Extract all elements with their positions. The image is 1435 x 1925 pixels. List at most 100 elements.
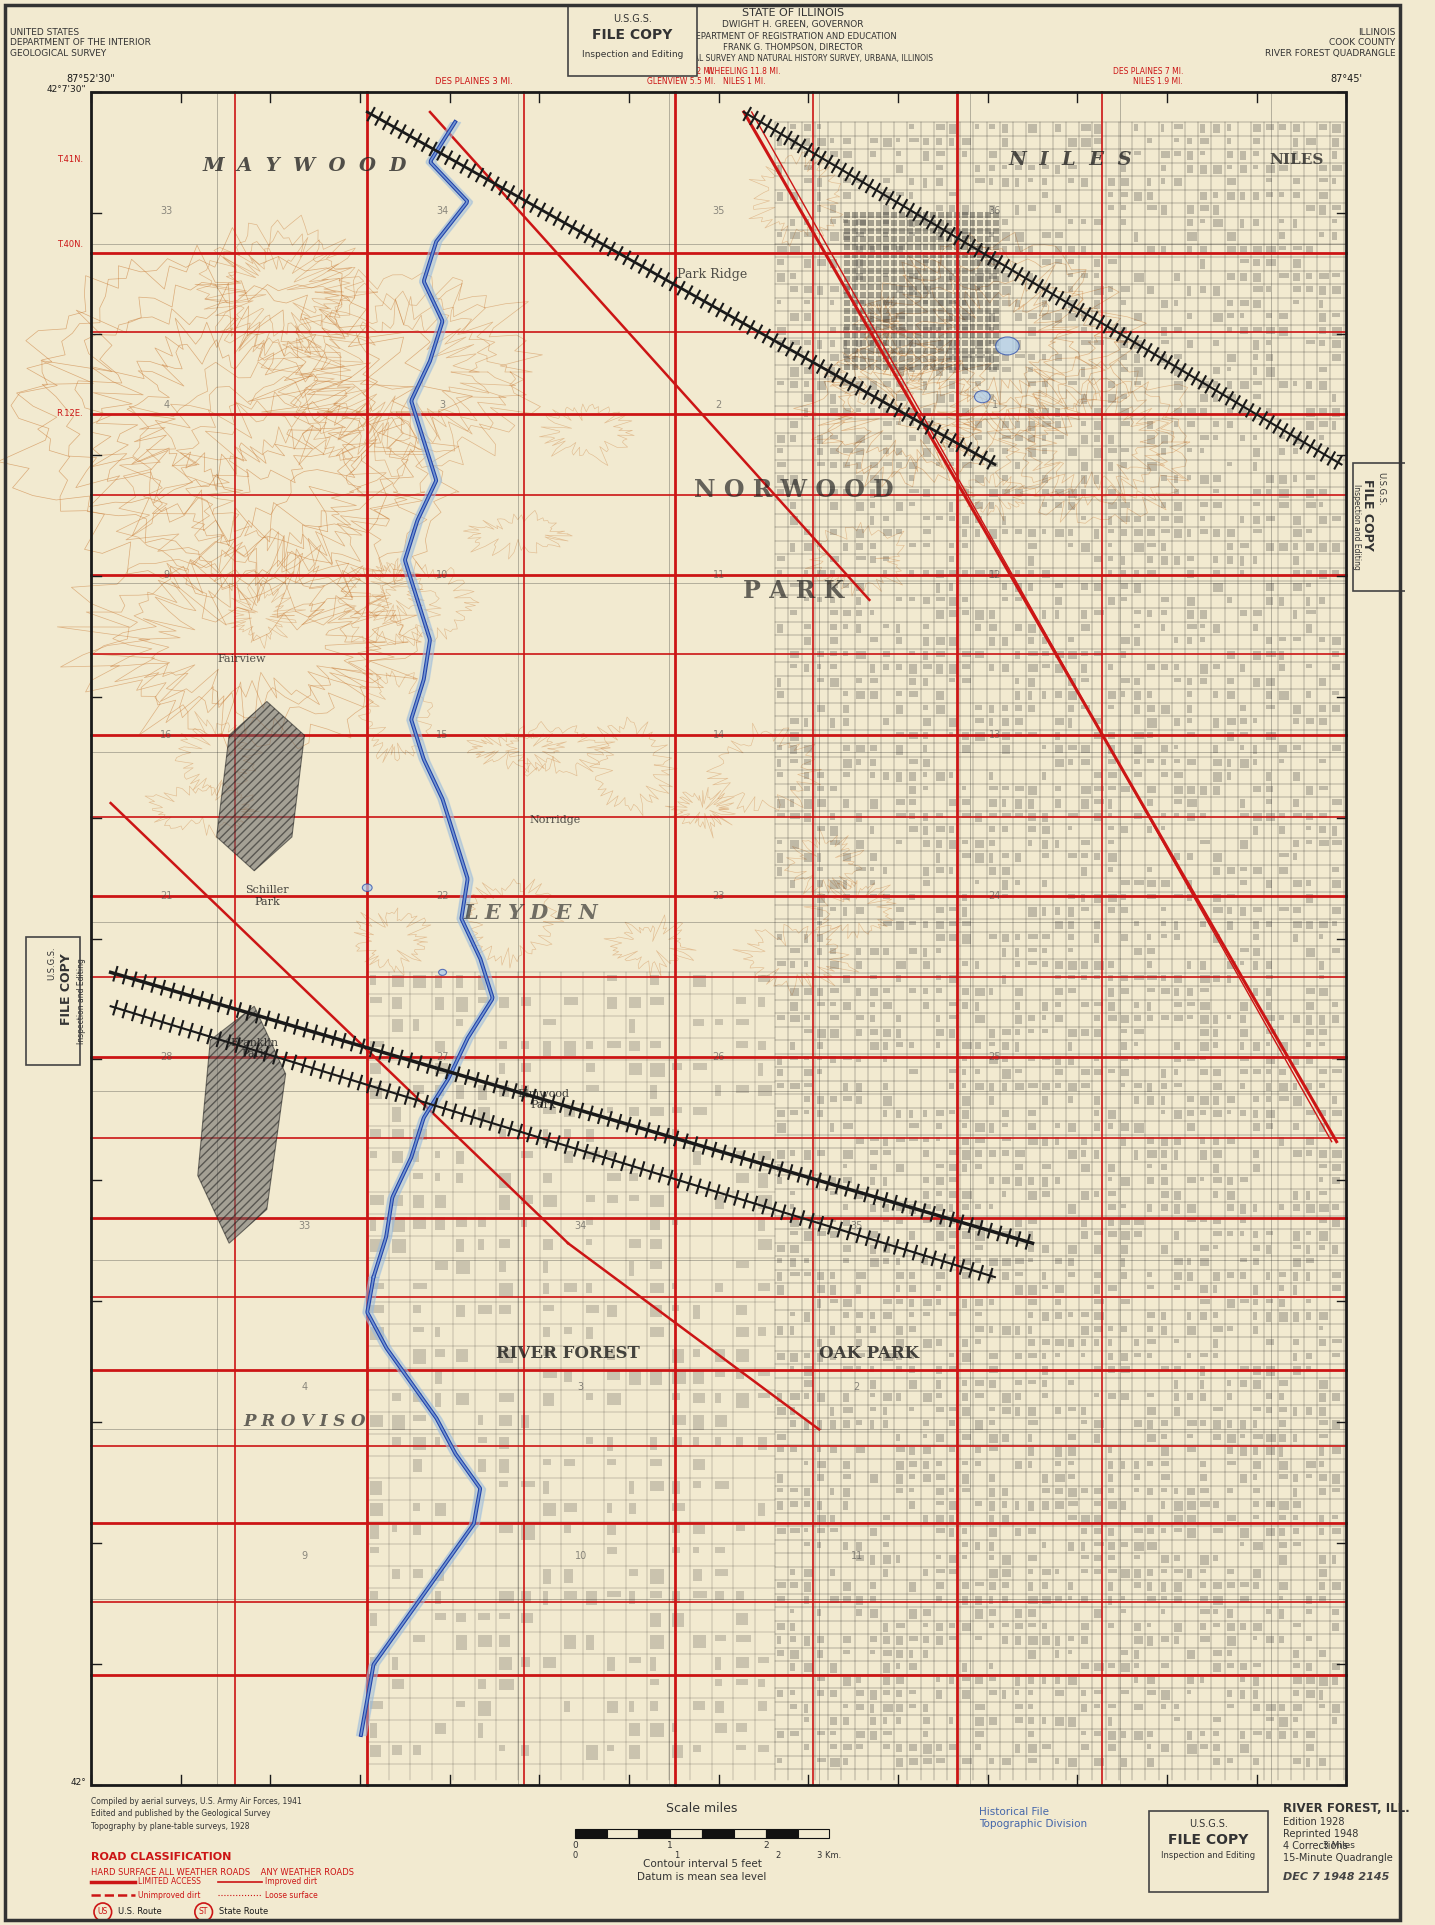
Bar (900, 244, 905, 250)
Bar (1002, 233, 1010, 241)
Bar (1068, 1313, 1072, 1317)
Bar (1174, 1014, 1182, 1022)
Bar (1306, 1663, 1313, 1671)
Bar (870, 974, 877, 980)
Bar (1214, 1230, 1223, 1236)
Bar (949, 502, 953, 512)
Ellipse shape (362, 884, 372, 891)
Bar (791, 1569, 795, 1575)
Bar (923, 408, 931, 416)
Bar (923, 356, 928, 362)
Bar (672, 1592, 680, 1604)
Text: Reprinted 1948: Reprinted 1948 (1283, 1829, 1358, 1838)
Bar (900, 219, 905, 225)
Bar (521, 1151, 532, 1159)
Bar (1214, 1326, 1223, 1332)
Bar (1293, 1528, 1299, 1534)
Bar (1015, 799, 1022, 808)
Bar (895, 1555, 901, 1563)
Bar (949, 341, 956, 350)
Bar (907, 237, 913, 243)
Bar (1174, 637, 1178, 643)
Bar (989, 1434, 997, 1444)
Bar (1055, 974, 1060, 978)
Bar (1121, 422, 1129, 425)
Bar (963, 1434, 971, 1440)
Bar (923, 285, 928, 291)
Bar (857, 462, 861, 470)
Bar (844, 772, 850, 778)
Polygon shape (198, 1007, 286, 1244)
Bar (1266, 475, 1274, 483)
Bar (1319, 1163, 1327, 1168)
Bar (1029, 907, 1038, 916)
Bar (1068, 1650, 1072, 1654)
Bar (1095, 1055, 1099, 1061)
Bar (986, 341, 992, 346)
Bar (1187, 1109, 1194, 1116)
Bar (413, 1394, 422, 1401)
Bar (1293, 300, 1299, 304)
Bar (693, 1592, 706, 1598)
Bar (1319, 1313, 1327, 1321)
Bar (1081, 1149, 1085, 1157)
Bar (1015, 718, 1023, 726)
Bar (1068, 1582, 1073, 1590)
Bar (914, 341, 921, 346)
Bar (1306, 287, 1313, 293)
Bar (900, 364, 905, 370)
Bar (1266, 287, 1271, 291)
Bar (949, 772, 953, 778)
Bar (1015, 812, 1023, 816)
Bar (499, 1438, 509, 1450)
Bar (1306, 1001, 1314, 1011)
Bar (1280, 1515, 1287, 1521)
Bar (914, 219, 921, 225)
Bar (791, 610, 796, 616)
Bar (1253, 1230, 1258, 1238)
Bar (1121, 1176, 1129, 1186)
Bar (1240, 1082, 1246, 1088)
Bar (766, 1829, 798, 1838)
Bar (1332, 354, 1342, 362)
Bar (907, 331, 913, 339)
Bar (1266, 1731, 1271, 1738)
Bar (1121, 204, 1126, 210)
Bar (1108, 449, 1118, 452)
Bar (963, 1299, 967, 1309)
Bar (1240, 1014, 1246, 1024)
Bar (1055, 260, 1062, 264)
Bar (923, 268, 928, 273)
Bar (1306, 1230, 1310, 1236)
Bar (1200, 529, 1208, 533)
Bar (1319, 1596, 1326, 1602)
Bar (456, 1305, 465, 1317)
Bar (1332, 327, 1342, 335)
Bar (857, 381, 864, 385)
Bar (1002, 637, 1007, 645)
Bar (1187, 287, 1191, 296)
Bar (870, 1244, 877, 1253)
Bar (1095, 1758, 1104, 1765)
Bar (923, 772, 927, 776)
Bar (672, 1107, 682, 1113)
Bar (1042, 1623, 1046, 1629)
Bar (844, 1122, 852, 1130)
Bar (1108, 745, 1115, 755)
Bar (844, 1758, 848, 1765)
Bar (1081, 1569, 1088, 1573)
Bar (1002, 745, 1010, 755)
Text: 3: 3 (577, 1382, 584, 1392)
Bar (963, 934, 970, 943)
Bar (1015, 1259, 1023, 1263)
Bar (1187, 1217, 1195, 1222)
Bar (883, 354, 890, 360)
Bar (1108, 664, 1112, 670)
Bar (963, 489, 969, 497)
Bar (1306, 489, 1314, 499)
Bar (1293, 1434, 1297, 1442)
Bar (499, 1130, 505, 1138)
Bar (1306, 583, 1310, 587)
Bar (778, 462, 786, 466)
Bar (949, 516, 954, 522)
